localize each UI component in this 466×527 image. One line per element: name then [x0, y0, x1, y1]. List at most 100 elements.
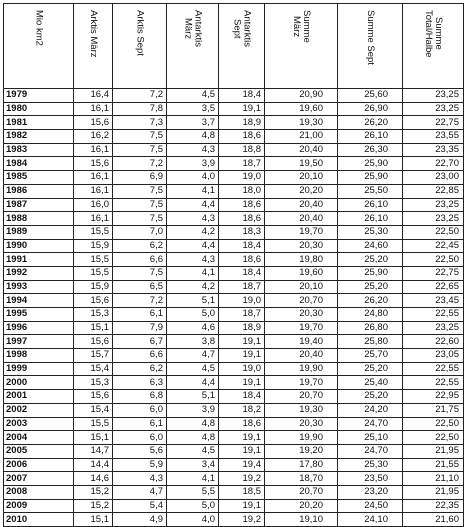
- antarktis-maerz-cell: 3,5: [166, 101, 219, 117]
- summe-maerz-cell: 20,40: [264, 348, 338, 363]
- summe-sept-cell: 25,30: [337, 457, 403, 473]
- summe-total-halbe-cell: 23,25: [402, 197, 464, 213]
- table-row: 1981 15,6 7,3 3,7 18,9 19,30 26,20 22,75: [3, 115, 464, 131]
- antarktis-sept-cell: 18,6: [218, 197, 265, 213]
- year-cell: 1991: [3, 252, 74, 267]
- summe-sept-cell: 25,20: [337, 279, 403, 295]
- table-row: 1999 15,4 6,2 4,5 19,0 19,90 25,20 22,55: [3, 361, 464, 377]
- table-row: 1983 16,1 7,5 4,3 18,8 20,40 26,30 23,35: [3, 142, 464, 158]
- antarktis-sept-cell: 18,4: [218, 88, 265, 103]
- arktis-maerz-cell: 15,6: [73, 389, 113, 404]
- summe-total-halbe-cell: 22,50: [402, 416, 464, 432]
- antarktis-sept-cell: 18,8: [218, 142, 265, 158]
- summe-sept-cell: 25,90: [337, 265, 403, 281]
- antarktis-sept-cell: 19,2: [218, 512, 265, 527]
- summe-maerz-cell: 19,50: [264, 156, 338, 172]
- header-antarktis-maerz: Antarktis März: [166, 3, 219, 89]
- arktis-sept-cell: 4,7: [112, 484, 167, 500]
- antarktis-sept-cell: 19,1: [218, 498, 265, 514]
- antarktis-sept-cell: 18,4: [218, 265, 265, 281]
- summe-maerz-cell: 18,70: [264, 471, 338, 486]
- arktis-maerz-cell: 16,0: [73, 197, 113, 213]
- year-cell: 1992: [3, 265, 74, 281]
- year-cell: 1995: [3, 307, 74, 322]
- arktis-maerz-cell: 16,1: [73, 211, 113, 226]
- summe-sept-cell: 25,20: [337, 389, 403, 404]
- summe-total-halbe-cell: 22,60: [402, 334, 464, 350]
- arktis-maerz-cell: 15,4: [73, 361, 113, 377]
- table-row: 1984 15,6 7,2 3,9 18,7 19,50 25,90 22,70: [3, 156, 464, 172]
- arktis-sept-cell: 6,6: [112, 252, 167, 267]
- year-cell: 2001: [3, 389, 74, 404]
- summe-total-halbe-cell: 22,55: [402, 307, 464, 322]
- antarktis-maerz-cell: 5,0: [166, 307, 219, 322]
- year-cell: 1984: [3, 156, 74, 172]
- antarktis-maerz-cell: 4,3: [166, 252, 219, 267]
- header-arktis-sept: Arktis Sept: [112, 3, 167, 89]
- arktis-sept-cell: 6,3: [112, 375, 167, 391]
- arktis-sept-cell: 6,0: [112, 430, 167, 445]
- summe-sept-cell: 24,50: [337, 498, 403, 514]
- table-row: 1995 15,3 6,1 5,0 18,7 20,30 24,80 22,55: [3, 307, 464, 322]
- arktis-maerz-cell: 15,1: [73, 320, 113, 336]
- table-row: 2007 14,6 4,3 4,1 19,2 18,70 23,50 21,10: [3, 471, 464, 486]
- antarktis-maerz-cell: 4,8: [166, 129, 219, 144]
- summe-total-halbe-cell: 22,50: [402, 430, 464, 445]
- summe-total-halbe-cell: 23,05: [402, 348, 464, 363]
- table-row: 1980 16,1 7,8 3,5 19,1 19,60 26,90 23,25: [3, 101, 464, 117]
- summe-sept-cell: 26,10: [337, 211, 403, 226]
- arktis-sept-cell: 7,2: [112, 88, 167, 103]
- arktis-maerz-cell: 15,6: [73, 293, 113, 308]
- arktis-sept-cell: 7,3: [112, 115, 167, 131]
- header-summe-maerz: Summe März: [264, 3, 338, 89]
- summe-maerz-cell: 20,30: [264, 416, 338, 432]
- summe-sept-cell: 26,90: [337, 101, 403, 117]
- summe-total-halbe-cell: 22,50: [402, 224, 464, 240]
- antarktis-maerz-cell: 3,4: [166, 457, 219, 473]
- summe-sept-cell: 24,80: [337, 307, 403, 322]
- summe-maerz-cell: 20,30: [264, 307, 338, 322]
- antarktis-sept-cell: 18,9: [218, 115, 265, 131]
- arktis-maerz-cell: 15,1: [73, 430, 113, 445]
- year-cell: 1990: [3, 238, 74, 254]
- antarktis-maerz-cell: 4,4: [166, 197, 219, 213]
- summe-maerz-cell: 19,40: [264, 334, 338, 350]
- arktis-maerz-cell: 15,5: [73, 416, 113, 432]
- antarktis-sept-cell: 18,7: [218, 156, 265, 172]
- table-row: 1982 16,2 7,5 4,8 18,6 21,00 26,10 23,55: [3, 129, 464, 144]
- year-cell: 1987: [3, 197, 74, 213]
- summe-total-halbe-cell: 21,10: [402, 471, 464, 486]
- summe-total-halbe-cell: 22,50: [402, 252, 464, 267]
- summe-sept-cell: 25,50: [337, 183, 403, 199]
- arktis-sept-cell: 6,8: [112, 389, 167, 404]
- summe-maerz-cell: 20,10: [264, 170, 338, 185]
- arktis-maerz-cell: 14,4: [73, 457, 113, 473]
- antarktis-sept-cell: 18,0: [218, 183, 265, 199]
- antarktis-maerz-cell: 4,3: [166, 211, 219, 226]
- year-cell: 1981: [3, 115, 74, 131]
- summe-maerz-cell: 19,60: [264, 265, 338, 281]
- summe-total-halbe-cell: 21,95: [402, 484, 464, 500]
- arktis-maerz-cell: 15,6: [73, 115, 113, 131]
- table-row: 1979 16,4 7,2 4,5 18,4 20,90 25,60 23,25: [3, 88, 464, 103]
- table-row: 1990 15,9 6,2 4,4 18,4 20,30 24,60 22,45: [3, 238, 464, 254]
- year-cell: 2005: [3, 443, 74, 459]
- table-row: 1992 15,5 7,5 4,1 18,4 19,60 25,90 22,75: [3, 265, 464, 281]
- antarktis-sept-cell: 18,6: [218, 252, 265, 267]
- summe-total-halbe-cell: 23,25: [402, 101, 464, 117]
- table-row: 2009 15,2 5,4 5,0 19,1 20,20 24,50 22,35: [3, 498, 464, 514]
- antarktis-maerz-cell: 4,0: [166, 512, 219, 527]
- summe-maerz-cell: 19,90: [264, 430, 338, 445]
- table-row: 1996 15,1 7,9 4,6 18,9 19,70 26,80 23,25: [3, 320, 464, 336]
- arktis-maerz-cell: 14,7: [73, 443, 113, 459]
- table-row: 1993 15,9 6,5 4,2 18,7 20,10 25,20 22,65: [3, 279, 464, 295]
- summe-maerz-cell: 19,30: [264, 402, 338, 418]
- summe-sept-cell: 25,10: [337, 430, 403, 445]
- year-cell: 1989: [3, 224, 74, 240]
- arktis-maerz-cell: 15,9: [73, 238, 113, 254]
- table-row: 2002 15,4 6,0 3,9 18,2 19,30 24,20 21,75: [3, 402, 464, 418]
- antarktis-maerz-cell: 4,8: [166, 416, 219, 432]
- table-row: 2004 15,1 6,0 4,8 19,1 19,90 25,10 22,50: [3, 430, 464, 445]
- antarktis-maerz-cell: 4,4: [166, 375, 219, 391]
- antarktis-sept-cell: 19,4: [218, 457, 265, 473]
